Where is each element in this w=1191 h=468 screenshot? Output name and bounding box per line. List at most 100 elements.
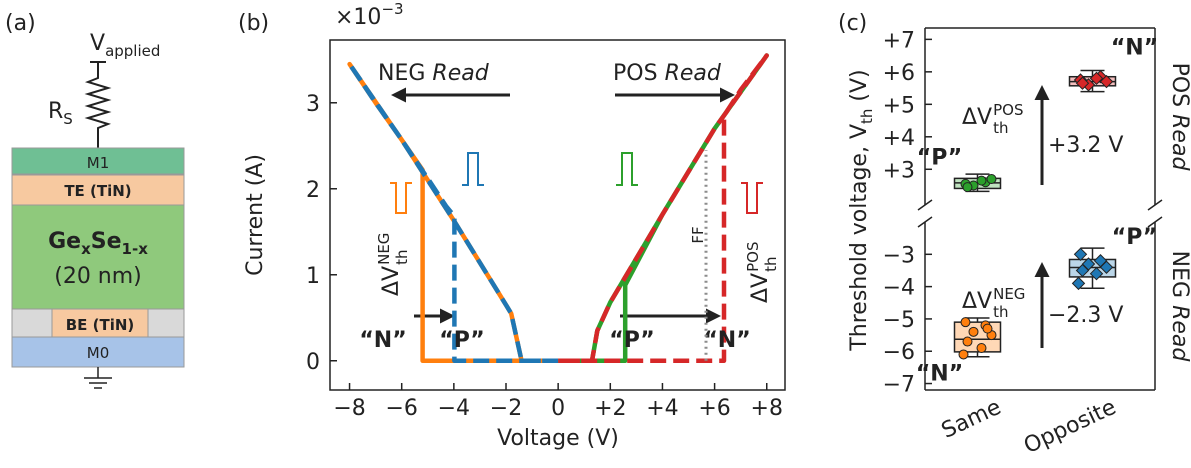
series-label: “N” [703,328,750,353]
shift-label: +3.2 V [1048,133,1123,158]
y-tick-label: +7 [883,28,915,53]
x-tick-label: Same [938,395,1005,444]
y-tick-label: +5 [883,93,915,118]
delta-base: ΔV [748,273,773,303]
data-line [558,53,769,364]
y-tick-label: −4 [883,276,915,301]
delta-base: ΔV [962,289,992,314]
layer-label: GexSe1-x [48,229,148,258]
x-tick-label: +6 [698,396,730,421]
y-tick-label: 3 [306,92,320,117]
data-point [1073,247,1088,262]
axis-break [1147,216,1163,228]
panel-title: NEG Read [1167,251,1191,363]
y-tick-label: −5 [883,308,915,333]
x-tick-label: +2 [594,396,626,421]
delta-sub: th [762,257,780,272]
panel-title: POS Read [1167,63,1191,172]
box-label: “P” [917,145,962,170]
panel-label: (a) [5,11,36,36]
layer-label: TE (TiN) [64,182,131,200]
x-tick-label: Opposite [1020,395,1120,459]
x-tick-label: −4 [438,396,470,421]
series-label: FF [689,226,707,243]
data-point [976,175,987,186]
panel-label: (b) [238,11,269,36]
x-axis-label: Voltage (V) [497,426,619,451]
annotation: NEG Read [378,61,490,86]
y-tick-label: 1 [306,264,320,289]
resistor [84,62,112,148]
y-axis-label: Current (A) [243,154,268,276]
y-tick-label: −6 [883,340,915,365]
axis-break [1147,199,1163,211]
y-tick-label: 2 [306,178,320,203]
x-tick-label: −6 [385,396,417,421]
y-tick-label: 0 [306,350,320,375]
data-point [962,336,973,347]
x-tick-label: +8 [751,396,783,421]
y-tick-label: −3 [883,243,915,268]
pulse-icon [741,182,763,214]
data-point [1071,276,1086,291]
delta-sub: th [993,303,1008,321]
y-tick-label: +4 [883,126,915,151]
panel-title-text: NEG [1167,251,1191,298]
data-point [962,182,973,193]
data-point [986,174,997,185]
panel-title-emph: Read [1167,114,1191,171]
delta-sup: NEG [993,285,1025,303]
stack-diagram: (a) Vapplied RS M1 TE (TiN) GexSe1-x (20… [5,11,185,389]
data-point [1099,260,1114,274]
annotation: POS Read [613,61,722,86]
layer-label: M0 [87,344,110,362]
data-point [1099,74,1114,89]
data-point [968,326,979,337]
source-label: Vapplied [90,31,160,60]
data-point [1089,266,1104,281]
delta-sup: POS [993,101,1023,119]
layer-label: M1 [87,154,110,172]
y-tick-label: −7 [883,373,915,398]
delta-base: ΔV [379,266,404,296]
layer-te [11,174,185,206]
y-axis-label: Threshold voltage, Vth(V) [847,69,876,351]
data-point [982,323,993,334]
shift-label: −2.3 V [1048,303,1123,328]
pulse-icon [462,152,484,186]
data-point [958,349,969,360]
panel-label: (c) [838,11,867,36]
data-point [960,317,971,328]
pulse-icon [390,182,412,214]
axis-break [917,216,933,228]
x-tick-label: 0 [551,396,565,421]
panel-title-text: POS [1167,63,1191,108]
resistor-label: RS [48,99,73,128]
data-point [976,343,987,353]
y-tick-label: +3 [883,158,915,183]
delta-sup: NEG [375,233,393,265]
x-tick-label: +4 [646,396,678,421]
ground [84,367,112,389]
delta-sup: POS [744,242,762,272]
box-label: “N” [1111,36,1158,61]
layer-label: (20 nm) [54,264,142,289]
panel-title-emph: Read [1167,305,1191,362]
series-label: “N” [359,328,406,353]
layer-m1 [11,147,185,175]
y-tick-label: +6 [883,61,915,86]
data-line [347,61,559,364]
pulse-icon [616,152,638,186]
data-point [1089,71,1104,86]
axis-break [917,199,933,211]
delta-sub: th [993,119,1008,137]
layer-film [11,204,185,310]
delta-base: ΔV [962,105,992,130]
box-label: “P” [1112,225,1157,250]
data-point [1075,76,1090,90]
